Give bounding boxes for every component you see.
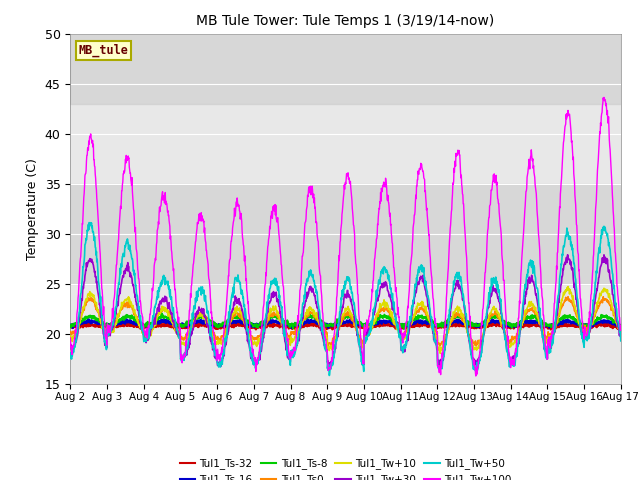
Line: Tul1_Tw+10: Tul1_Tw+10 [70, 287, 621, 353]
Tul1_Tw+10 [175, 335, 183, 341]
Tul1_Tw+50 [432, 338, 440, 344]
Tul1_Tw+10 [436, 350, 444, 356]
Tul1_Tw+100 [600, 95, 608, 100]
Tul1_Tw+10 [552, 324, 559, 330]
Tul1_Tw+100 [472, 373, 479, 379]
Tul1_Ts-32 [504, 325, 511, 331]
Y-axis label: Temperature (C): Temperature (C) [26, 158, 39, 260]
Line: Tul1_Ts-8: Tul1_Ts-8 [70, 313, 621, 329]
Tul1_Ts0 [564, 294, 572, 300]
Tul1_Tw+10 [189, 319, 196, 324]
Bar [70, 184, 621, 284]
Tul1_Tw+100 [504, 329, 511, 335]
Tul1_Ts-8 [157, 310, 165, 316]
Tul1_Tw+50 [176, 334, 184, 340]
Tul1_Tw+30 [552, 321, 559, 326]
Text: MB_tule: MB_tule [79, 44, 129, 58]
Tul1_Tw+30 [436, 364, 444, 370]
Tul1_Tw+10 [617, 332, 625, 338]
Legend: Tul1_Ts-32, Tul1_Ts-16, Tul1_Ts-8, Tul1_Ts0, Tul1_Tw+10, Tul1_Tw+30, Tul1_Tw+50,: Tul1_Ts-32, Tul1_Ts-16, Tul1_Ts-8, Tul1_… [175, 454, 516, 480]
Tul1_Tw+30 [175, 332, 183, 337]
Tul1_Ts0 [175, 331, 183, 337]
Tul1_Ts-16 [287, 325, 295, 331]
Tul1_Ts-8 [617, 323, 625, 328]
Line: Tul1_Tw+50: Tul1_Tw+50 [70, 223, 621, 375]
Tul1_Tw+50 [552, 310, 560, 315]
Tul1_Ts-32 [250, 324, 258, 329]
Tul1_Tw+10 [67, 333, 74, 339]
Tul1_Ts-8 [400, 326, 408, 332]
Tul1_Tw+100 [431, 321, 439, 327]
Tul1_Ts-8 [67, 323, 74, 329]
Tul1_Ts-8 [176, 321, 184, 327]
Line: Tul1_Ts-32: Tul1_Ts-32 [70, 323, 621, 329]
Tul1_Ts0 [431, 327, 439, 333]
Line: Tul1_Tw+100: Tul1_Tw+100 [70, 97, 621, 376]
Tul1_Tw+50 [504, 349, 511, 355]
Tul1_Tw+10 [564, 284, 572, 289]
Tul1_Tw+100 [552, 281, 559, 287]
Tul1_Ts0 [250, 337, 258, 343]
Tul1_Ts-32 [292, 326, 300, 332]
Tul1_Tw+50 [85, 220, 93, 226]
Tul1_Tw+30 [504, 348, 511, 353]
Tul1_Ts-16 [67, 323, 74, 328]
Bar [70, 34, 621, 104]
Tul1_Tw+30 [189, 327, 196, 333]
Tul1_Ts-8 [504, 321, 511, 326]
Tul1_Tw+30 [67, 344, 74, 350]
Tul1_Ts-16 [189, 320, 196, 325]
Tul1_Ts-32 [552, 325, 560, 331]
Tul1_Ts-32 [617, 323, 625, 329]
Tul1_Ts0 [436, 343, 444, 349]
Tul1_Tw+100 [250, 356, 258, 362]
Tul1_Ts-16 [552, 322, 560, 327]
Tul1_Tw+100 [617, 324, 625, 329]
Tul1_Tw+10 [250, 339, 258, 345]
Title: MB Tule Tower: Tule Temps 1 (3/19/14-now): MB Tule Tower: Tule Temps 1 (3/19/14-now… [196, 14, 495, 28]
Tul1_Tw+50 [189, 311, 197, 316]
Tul1_Ts-8 [189, 316, 197, 322]
Tul1_Tw+100 [67, 335, 74, 341]
Tul1_Tw+50 [67, 350, 74, 356]
Tul1_Ts-16 [504, 321, 511, 327]
Tul1_Ts0 [189, 321, 196, 326]
Tul1_Ts-32 [175, 324, 183, 329]
Tul1_Tw+30 [431, 339, 439, 345]
Tul1_Ts-8 [432, 321, 440, 327]
Tul1_Ts0 [552, 321, 559, 327]
Tul1_Tw+100 [175, 328, 183, 334]
Tul1_Tw+50 [326, 372, 333, 378]
Tul1_Tw+10 [504, 339, 511, 345]
Tul1_Tw+100 [189, 266, 196, 272]
Tul1_Ts-16 [250, 324, 258, 330]
Tul1_Ts-8 [251, 321, 259, 327]
Tul1_Ts-8 [552, 320, 560, 325]
Tul1_Ts-32 [431, 324, 439, 329]
Tul1_Ts-16 [304, 316, 312, 322]
Line: Tul1_Ts0: Tul1_Ts0 [70, 297, 621, 346]
Tul1_Ts-32 [189, 324, 196, 329]
Line: Tul1_Ts-16: Tul1_Ts-16 [70, 319, 621, 328]
Tul1_Ts-32 [493, 320, 500, 325]
Tul1_Ts0 [617, 327, 625, 333]
Tul1_Ts-16 [617, 323, 625, 328]
Tul1_Tw+30 [617, 333, 625, 339]
Tul1_Ts-32 [67, 323, 74, 328]
Tul1_Tw+30 [564, 252, 572, 258]
Tul1_Ts-16 [432, 322, 440, 327]
Tul1_Ts0 [67, 329, 74, 335]
Tul1_Tw+30 [250, 360, 258, 365]
Tul1_Ts0 [504, 333, 511, 338]
Tul1_Ts-16 [175, 322, 183, 328]
Tul1_Tw+50 [251, 361, 259, 367]
Line: Tul1_Tw+30: Tul1_Tw+30 [70, 255, 621, 367]
Tul1_Tw+50 [617, 338, 625, 344]
Tul1_Tw+10 [431, 329, 439, 335]
